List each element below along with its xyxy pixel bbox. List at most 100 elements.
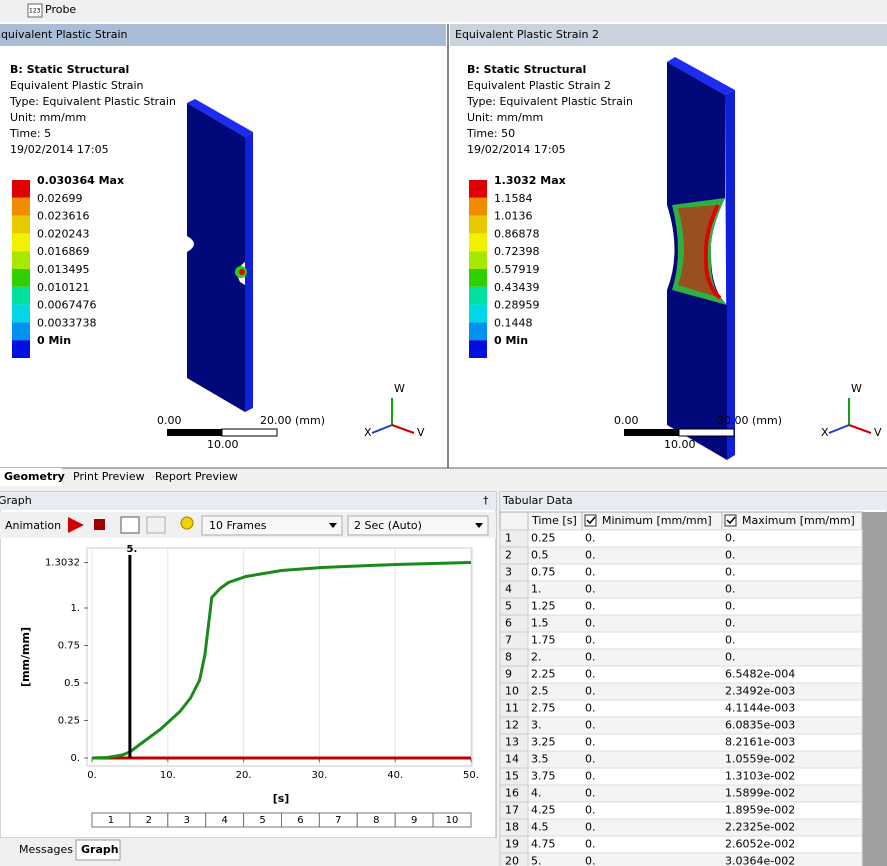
result-info: Equivalent Plastic Strain 2 [467,79,611,92]
table-cell: 0. [725,549,736,562]
viewport-tab [450,24,887,46]
legend-swatch [12,340,30,358]
legend-label: 0.57919 [494,263,540,276]
table-cell: 4. [531,787,542,800]
table-cell: 3.5 [531,753,549,766]
legend-swatch [469,340,487,358]
tab[interactable] [75,839,121,861]
dropdown-arrow [329,523,337,528]
legend-label: 0.0067476 [37,299,97,312]
table-cell: 2 [505,549,512,562]
table-cell: 0. [585,770,596,783]
result-info: Unit: mm/mm [467,111,543,124]
x-tick-label: 20. [236,770,252,781]
stop-button[interactable] [94,519,105,530]
table-cell: 0. [725,583,736,596]
table-cell: 0. [585,855,596,866]
table-cell: 4.75 [531,838,556,851]
table-cell: 0. [585,685,596,698]
y-tick-label: 1. [70,603,80,614]
panel-title: Tabular Data [502,494,573,507]
table-cell: 19 [505,838,519,851]
table-cell: 13 [505,736,519,749]
table-cell: 3. [531,719,542,732]
table-cell: 3 [505,566,512,579]
x-tick-label: 50. [463,770,479,781]
frame-cell[interactable] [432,812,472,828]
table-cell: 8 [505,651,512,664]
triad-axis [391,424,415,434]
viewport-tab [0,24,446,46]
table-cell: 0. [585,736,596,749]
triad-label: X [821,426,829,439]
table-cell: 4.25 [531,804,556,817]
triad-label: V [417,426,425,439]
play-button[interactable] [68,517,84,533]
table-cell: 1.8959e-002 [725,804,795,817]
frames-button[interactable] [120,516,140,534]
table-cell: 0. [585,668,596,681]
scale-bar [678,428,735,437]
specimen-top [667,57,735,95]
table-cell: 2.5 [531,685,549,698]
bulb-icon[interactable] [180,516,194,530]
column-header: Maximum [mm/mm] [742,514,855,527]
bottom-tab: Messages [19,843,73,856]
table-row [499,648,863,667]
triad-label: V [874,426,882,439]
table-cell: 0. [585,651,596,664]
scale-label: 0.00 [614,414,639,427]
table-cell: 0.75 [531,566,556,579]
dropdown[interactable] [201,515,343,536]
animation-label: Animation [5,519,61,532]
dropdown-value: 2 Sec (Auto) [354,519,422,532]
frame-label: 4 [221,815,227,826]
scale-label: 10.00 [664,438,696,451]
scale-label: 0.00 [157,414,182,427]
legend-label: 0 Min [494,334,528,347]
table-cell: 8.2161e-003 [725,736,795,749]
result-info: Type: Equivalent Plastic Strain [466,95,633,108]
bottom-tab: Graph [81,843,119,856]
table-cell: 1. [531,583,542,596]
dropdown-value: 10 Frames [209,519,267,532]
table-cell: 5 [505,600,512,613]
table-cell: 2.75 [531,702,556,715]
table-row [499,818,863,837]
legend-swatch [12,286,30,305]
result-info: Type: Equivalent Plastic Strain [9,95,176,108]
bottom-tab-strip [0,838,496,866]
table-cell: 0. [585,838,596,851]
legend-swatch [12,304,30,323]
table-cell: 0. [585,634,596,647]
scrollbar[interactable] [862,512,887,866]
table-cell: 7 [505,634,512,647]
plot-area [86,547,473,767]
table-cell: 0. [585,753,596,766]
triad-label: W [851,382,862,395]
table-cell: 6 [505,617,512,630]
triad-axis [828,424,850,434]
checkbox[interactable] [584,514,597,527]
checkbox[interactable] [724,514,737,527]
y-tick-label: 0.75 [58,641,80,652]
x-axis-label: [s] [273,792,290,805]
legend-swatch [469,304,487,323]
x-tick-label: 30. [311,770,327,781]
view-tab: Report Preview [155,470,238,483]
frames-button[interactable] [146,516,166,534]
legend-label: 0.023616 [37,210,90,223]
legend-swatch [469,233,487,252]
table-cell: 0. [585,804,596,817]
tab[interactable] [0,468,62,486]
specimen-side [725,90,735,460]
dropdown[interactable] [347,515,489,536]
table-cell: 0. [585,600,596,613]
legend-swatch [469,251,487,269]
table-cell: 0. [585,719,596,732]
table-cell: 4 [505,583,512,596]
frame-label: 3 [184,815,190,826]
table-cell: 10 [505,685,519,698]
panel-header [500,492,887,510]
